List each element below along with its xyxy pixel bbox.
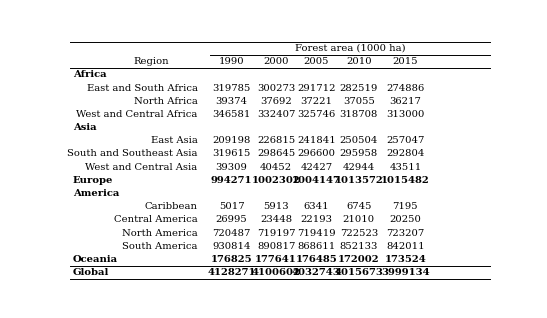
Text: 274886: 274886 [386, 84, 424, 93]
Text: 719419: 719419 [297, 229, 336, 238]
Text: 172002: 172002 [338, 255, 380, 264]
Text: 241841: 241841 [297, 136, 336, 145]
Text: 292804: 292804 [386, 149, 424, 158]
Text: Asia: Asia [73, 123, 96, 132]
Text: 4015673: 4015673 [334, 268, 383, 277]
Text: America: America [73, 189, 119, 198]
Text: 42427: 42427 [300, 163, 333, 172]
Text: 37221: 37221 [300, 97, 333, 106]
Text: 5017: 5017 [219, 202, 245, 211]
Text: 36217: 36217 [389, 97, 421, 106]
Text: 2005: 2005 [304, 57, 329, 66]
Text: 1013572: 1013572 [334, 176, 383, 185]
Text: Caribbean: Caribbean [144, 202, 197, 211]
Text: 868611: 868611 [297, 242, 335, 251]
Text: 319785: 319785 [212, 84, 251, 93]
Text: 4100602: 4100602 [252, 268, 300, 277]
Text: 26995: 26995 [216, 216, 247, 225]
Text: 332407: 332407 [257, 110, 295, 119]
Text: 209198: 209198 [212, 136, 251, 145]
Text: Region: Region [133, 57, 169, 66]
Text: 7195: 7195 [393, 202, 418, 211]
Text: 282519: 282519 [340, 84, 378, 93]
Text: 2000: 2000 [263, 57, 289, 66]
Text: 298645: 298645 [257, 149, 295, 158]
Text: 40452: 40452 [260, 163, 292, 172]
Text: 173524: 173524 [385, 255, 426, 264]
Text: 346581: 346581 [212, 110, 251, 119]
Text: 313000: 313000 [386, 110, 424, 119]
Text: 720487: 720487 [212, 229, 251, 238]
Text: Central America: Central America [114, 216, 197, 225]
Text: 37055: 37055 [343, 97, 375, 106]
Text: 21010: 21010 [343, 216, 375, 225]
Text: 257047: 257047 [386, 136, 424, 145]
Text: 722523: 722523 [340, 229, 378, 238]
Text: 319615: 319615 [212, 149, 251, 158]
Text: South America: South America [122, 242, 197, 251]
Text: West and Central Africa: West and Central Africa [76, 110, 197, 119]
Text: East and South Africa: East and South Africa [86, 84, 197, 93]
Text: 300273: 300273 [257, 84, 295, 93]
Text: 177641: 177641 [255, 255, 297, 264]
Text: 6745: 6745 [346, 202, 371, 211]
Text: 291712: 291712 [297, 84, 336, 93]
Text: 22193: 22193 [300, 216, 333, 225]
Text: 3999134: 3999134 [381, 268, 430, 277]
Text: 1990: 1990 [219, 57, 245, 66]
Text: 5913: 5913 [263, 202, 289, 211]
Text: 37692: 37692 [260, 97, 292, 106]
Text: 994271: 994271 [211, 176, 252, 185]
Text: 226815: 226815 [257, 136, 295, 145]
Text: 325746: 325746 [297, 110, 335, 119]
Text: North Africa: North Africa [134, 97, 197, 106]
Text: 723207: 723207 [386, 229, 424, 238]
Text: 842011: 842011 [386, 242, 424, 251]
Text: 250504: 250504 [340, 136, 378, 145]
Text: 318708: 318708 [340, 110, 378, 119]
Text: 1004147: 1004147 [292, 176, 341, 185]
Text: 296600: 296600 [298, 149, 335, 158]
Text: 23448: 23448 [260, 216, 292, 225]
Text: 1015482: 1015482 [381, 176, 430, 185]
Text: South and Southeast Asia: South and Southeast Asia [67, 149, 197, 158]
Text: 176485: 176485 [295, 255, 337, 264]
Text: 20250: 20250 [389, 216, 421, 225]
Text: 930814: 930814 [212, 242, 251, 251]
Text: East Asia: East Asia [151, 136, 197, 145]
Text: North America: North America [122, 229, 197, 238]
Text: 719197: 719197 [257, 229, 295, 238]
Text: 295958: 295958 [340, 149, 378, 158]
Text: 890817: 890817 [257, 242, 295, 251]
Text: West and Central Asia: West and Central Asia [85, 163, 197, 172]
Text: 852133: 852133 [340, 242, 378, 251]
Text: 42944: 42944 [342, 163, 375, 172]
Text: 2015: 2015 [393, 57, 418, 66]
Text: 43511: 43511 [389, 163, 422, 172]
Text: 176825: 176825 [211, 255, 252, 264]
Text: 39374: 39374 [216, 97, 248, 106]
Text: 2010: 2010 [346, 57, 371, 66]
Text: 1002302: 1002302 [252, 176, 300, 185]
Text: Europe: Europe [73, 176, 113, 185]
Text: 6341: 6341 [304, 202, 329, 211]
Text: Global: Global [73, 268, 109, 277]
Text: 39309: 39309 [216, 163, 248, 172]
Text: 4128271: 4128271 [207, 268, 256, 277]
Text: Oceania: Oceania [73, 255, 118, 264]
Text: 4032743: 4032743 [292, 268, 341, 277]
Text: Forest area (1000 ha): Forest area (1000 ha) [295, 44, 405, 53]
Text: Africa: Africa [73, 70, 106, 79]
